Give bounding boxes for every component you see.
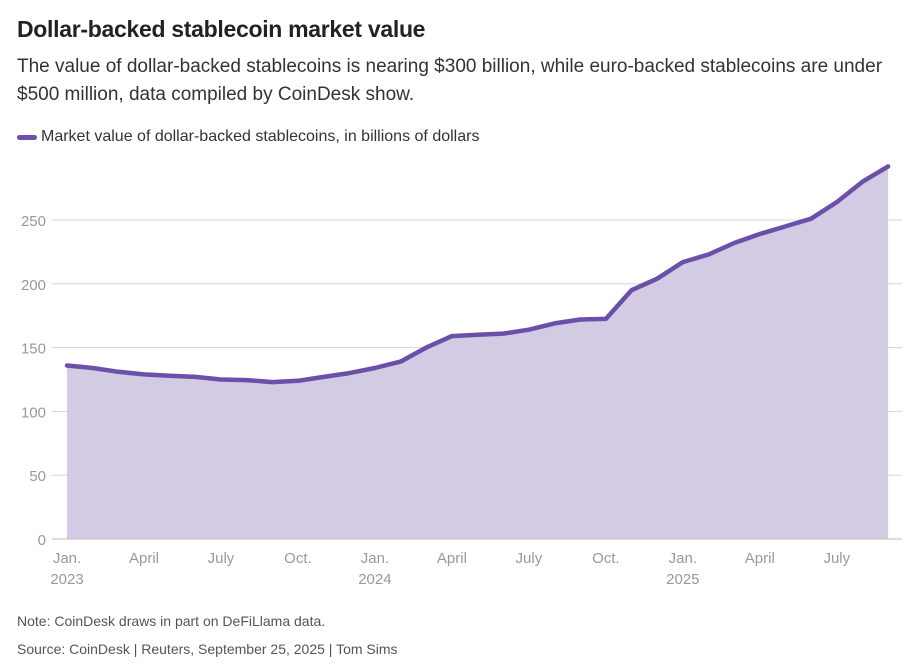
y-tick-label: 150: [21, 341, 46, 358]
x-tick-label: Oct.: [592, 550, 620, 567]
x-tick-year-label: 2023: [50, 571, 83, 588]
y-tick-label: 100: [21, 404, 46, 421]
x-tick-label: April: [437, 550, 467, 567]
y-tick-label: 200: [21, 277, 46, 294]
x-tick-year-label: 2025: [666, 571, 699, 588]
legend: Market value of dollar-backed stablecoin…: [17, 128, 479, 146]
x-tick-label: July: [823, 550, 850, 567]
x-tick-label: April: [129, 550, 159, 567]
chart-title: Dollar-backed stablecoin market value: [17, 16, 426, 42]
chart-note: Note: CoinDesk draws in part on DeFiLlam…: [17, 613, 326, 629]
series-line: [64, 164, 891, 385]
y-tick-label: 0: [38, 532, 46, 549]
x-tick-label: Jan.: [361, 550, 389, 567]
y-tick-label: 250: [21, 213, 46, 230]
x-tick-year-label: 2024: [358, 571, 391, 588]
x-tick-label: Oct.: [284, 550, 312, 567]
area-fill: [67, 166, 889, 539]
legend-swatch: [17, 134, 37, 140]
chart-subtitle: The value of dollar-backed stablecoins i…: [17, 56, 883, 105]
x-tick-label: July: [208, 550, 235, 567]
chart-source: Source: CoinDesk | Reuters, September 25…: [17, 641, 398, 657]
x-tick-label: Jan.: [53, 550, 81, 567]
x-tick-label: April: [745, 550, 775, 567]
x-tick-label: Jan.: [669, 550, 697, 567]
legend-label: Market value of dollar-backed stablecoin…: [41, 128, 480, 145]
y-tick-label: 50: [29, 468, 46, 485]
x-tick-label: July: [516, 550, 543, 567]
